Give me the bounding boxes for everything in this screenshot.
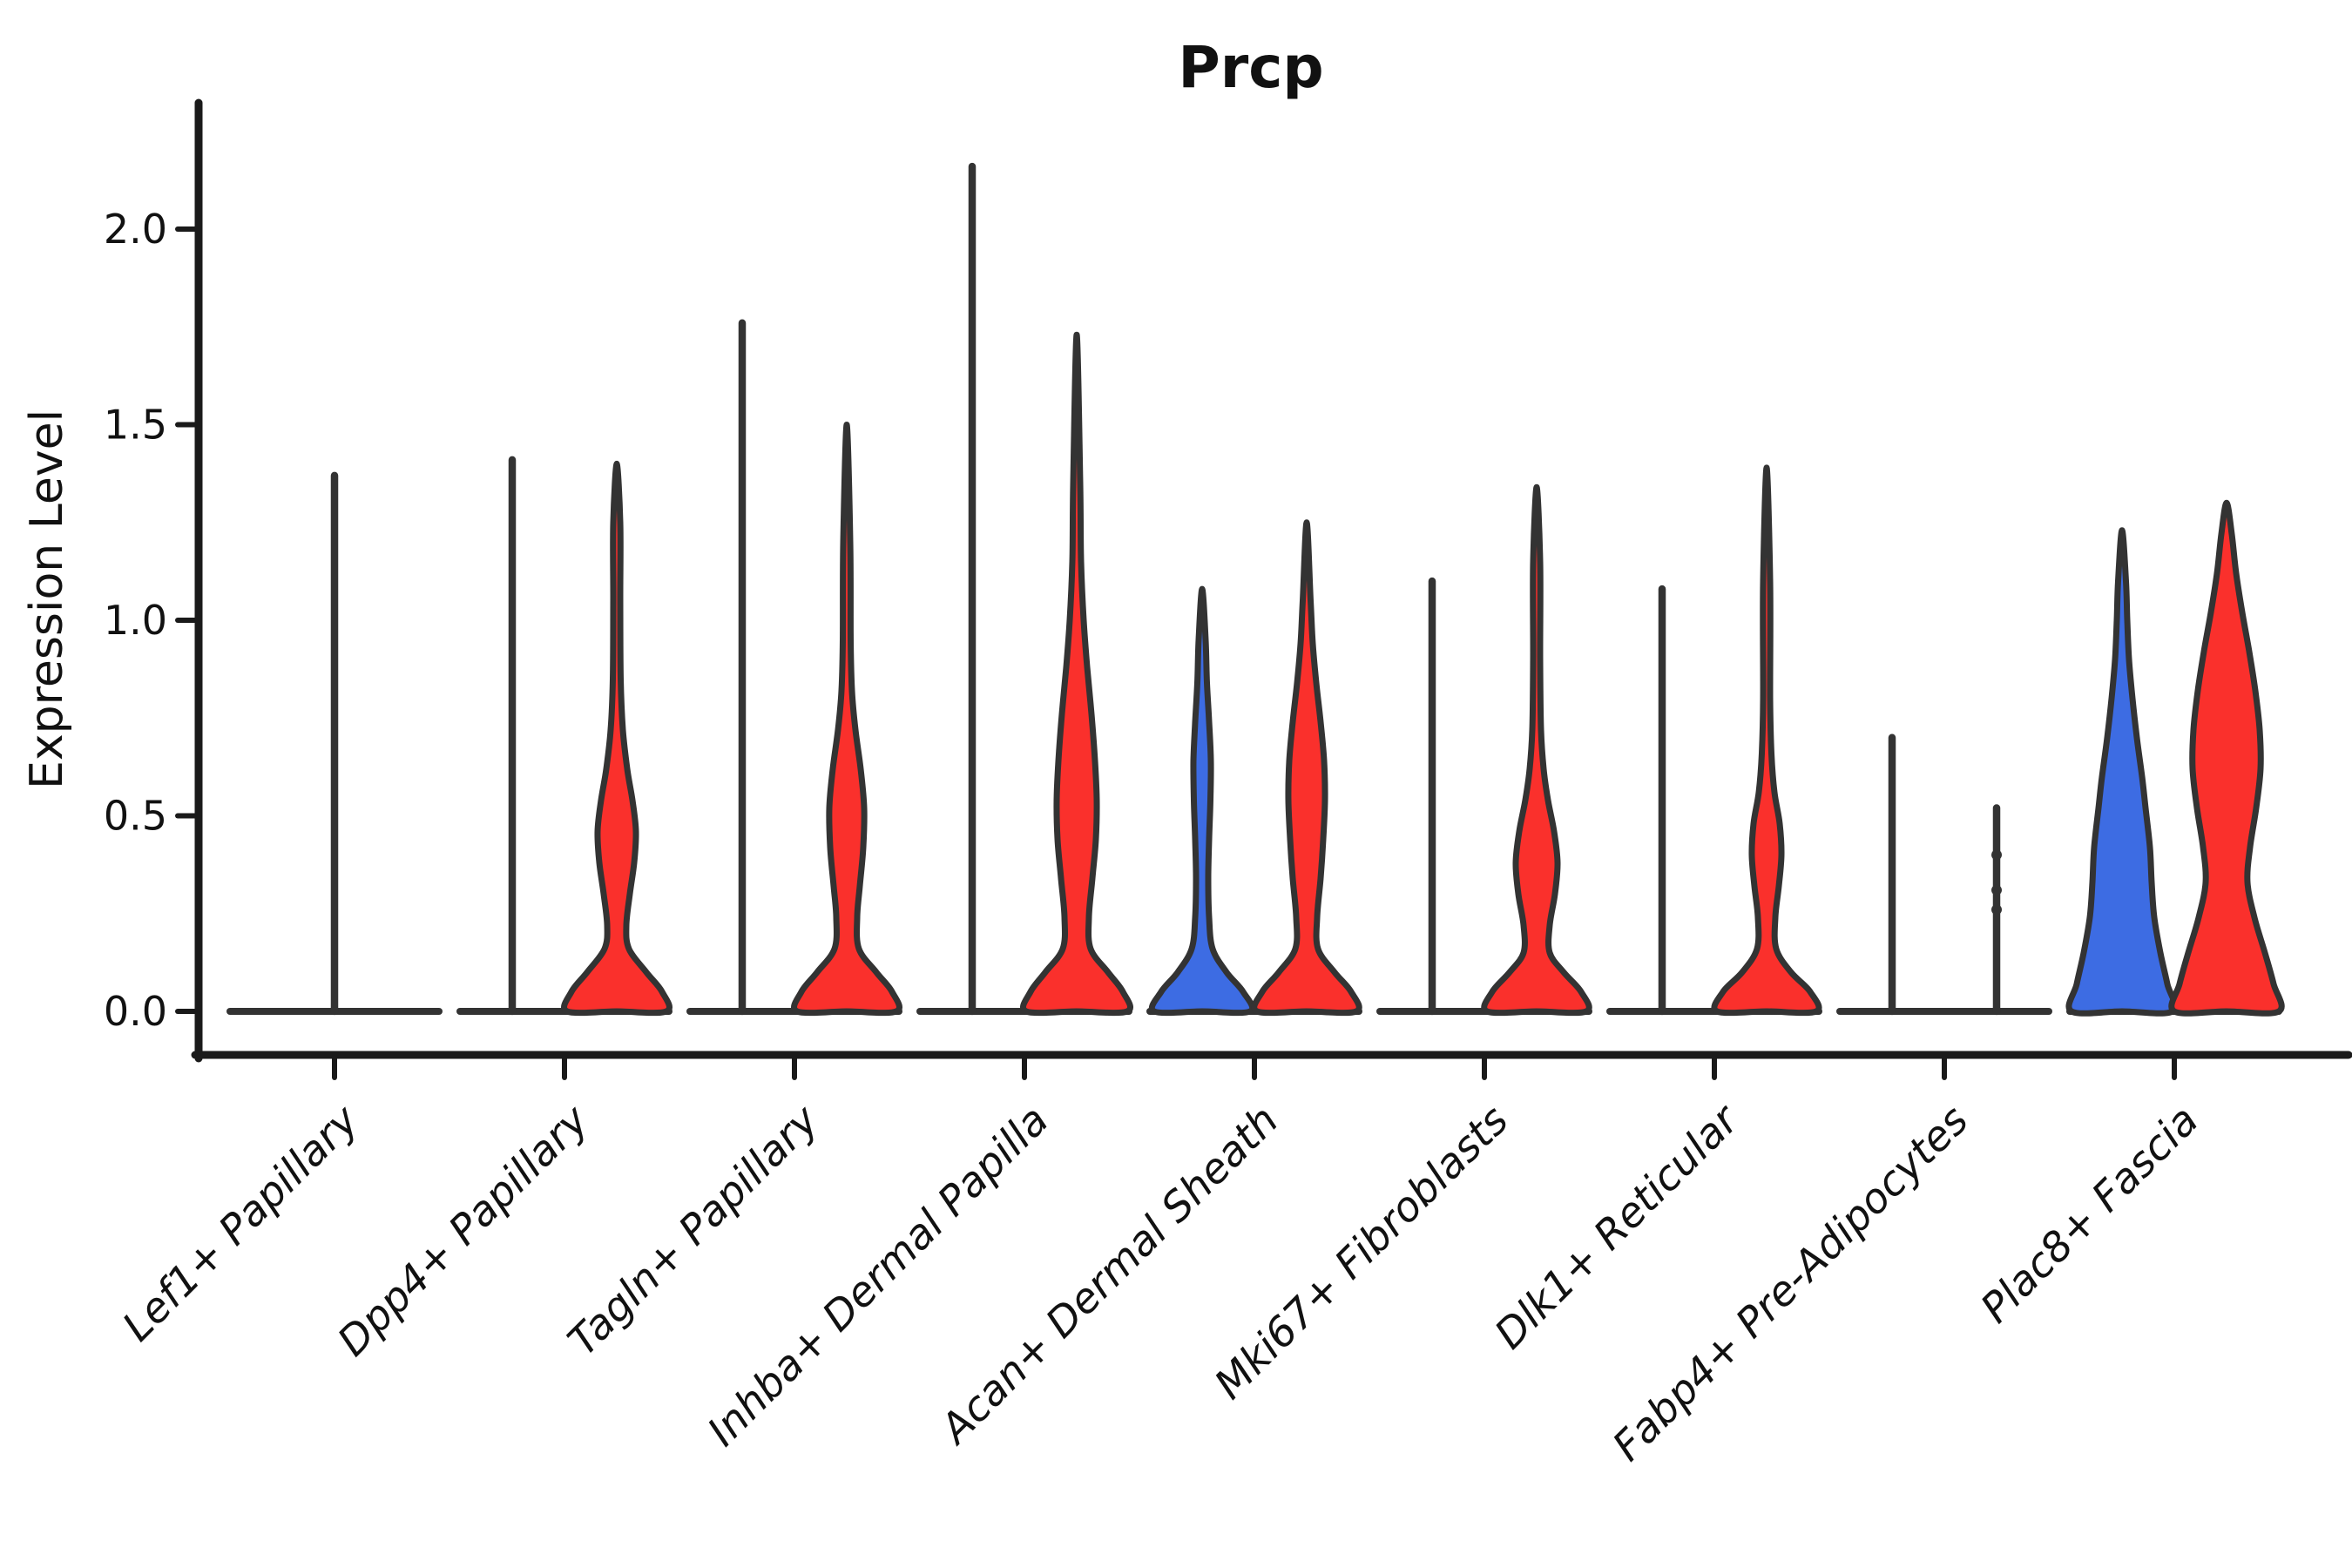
violin-red [1711,464,1822,1017]
y-tick-label: 0.5 [104,793,167,840]
violin-outlier-dot [1991,884,2002,896]
violin-blue [2065,527,2179,1017]
violin-red [791,422,902,1017]
violin-red [1251,519,1362,1017]
violin-outlier-dot [1991,849,2002,861]
violin-red [1020,331,1133,1017]
plot-title: Prcp [1178,34,1323,101]
violin-red [2168,499,2285,1017]
y-tick-label: 0.0 [104,988,167,1035]
violin-blue [1148,585,1256,1017]
x-category-label: Plac8+ Fascia [1971,1097,2207,1333]
y-tick-label: 1.5 [104,402,167,449]
y-tick-label: 1.0 [104,597,167,644]
x-category-label: Dlk1+ Reticular [1486,1095,1750,1359]
x-category-label: Dpp4+ Papillary [328,1096,598,1366]
x-category-label: Tagln+ Papillary [559,1096,829,1366]
violin-outlier-dot [1991,904,2002,916]
y-axis-label: Expression Level [21,409,73,789]
violin-red [1481,483,1592,1017]
violin-red [561,460,672,1017]
violins-group [226,162,2285,1017]
y-tick-label: 2.0 [104,206,167,253]
x-category-label: Lef1+ Papillary [113,1096,368,1351]
